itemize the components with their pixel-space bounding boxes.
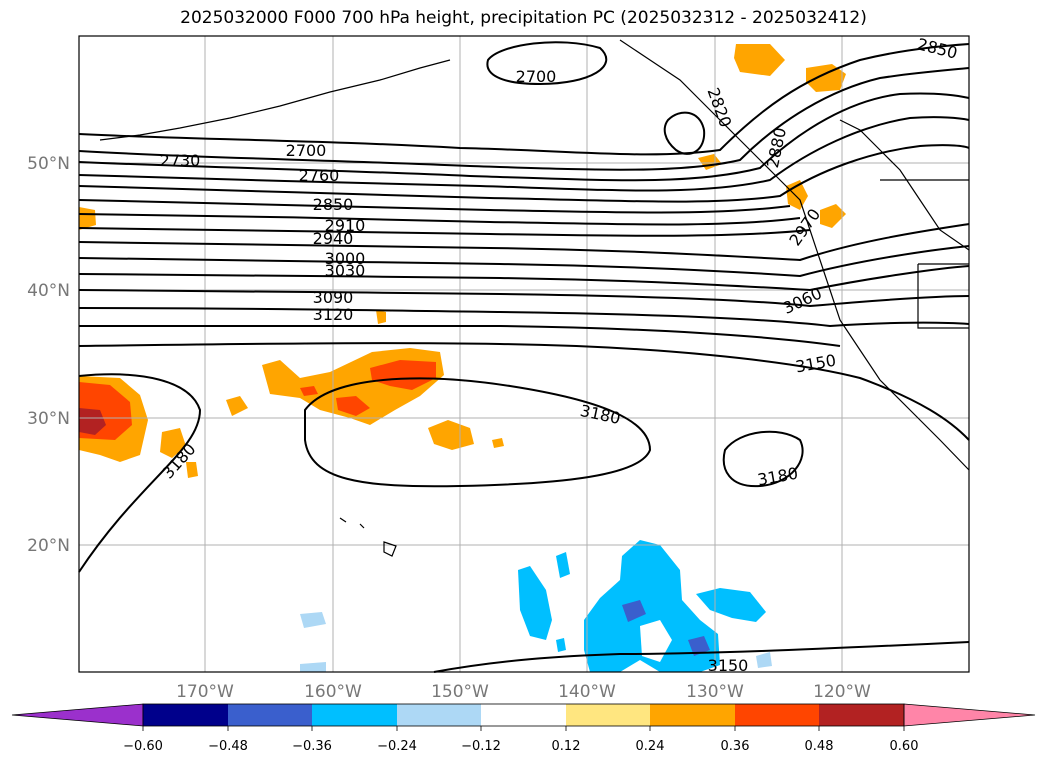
colorbar-tick-label: −0.60 [123,739,163,754]
contour-label: 2760 [299,166,340,185]
lon-label: 150°W [431,682,489,702]
colorbar-tick-label: 0.12 [552,739,581,754]
lat-label: 30°N [27,409,70,429]
colorbar-bin [397,704,481,726]
contour-label: 3150 [708,656,749,675]
colorbar-tick-label: −0.48 [208,739,248,754]
lat-label: 50°N [27,154,70,174]
contour-label: 2850 [313,195,354,214]
colorbar-bin [481,704,566,726]
colorbar-bin [819,704,904,726]
lat-labels: 50°N 40°N 30°N 20°N [27,154,70,556]
precip-shading [79,44,846,478]
colorbar-bin [143,704,228,726]
colorbar-extend-high [903,703,1036,727]
coastlines [99,39,970,557]
colorbar-tick-label: −0.24 [377,739,417,754]
contour-label: 3090 [313,288,354,307]
colorbar-tick-label: 0.60 [890,739,919,754]
lon-label: 130°W [686,682,744,702]
lon-label: 120°W [813,682,871,702]
lon-label: 160°W [304,682,362,702]
colorbar-tick-label: 0.48 [805,739,834,754]
lat-label: 20°N [27,536,70,556]
colorbar-tick-label: 0.36 [721,739,750,754]
contour-label: 2910 [325,216,366,235]
colorbar-bin [566,704,650,726]
contour-label: 3000 [325,249,366,268]
graticule [79,36,969,672]
colorbar-bin [735,704,819,726]
map-title: 2025032000 F000 700 hPa height, precipit… [180,8,867,28]
colorbar-tick-label: 0.24 [636,739,665,754]
lon-label: 140°W [558,682,616,702]
colorbar-tick-label: −0.12 [461,739,501,754]
plot-frame [78,35,970,673]
contour-label: 2700 [286,141,327,160]
colorbar-extend-low [11,703,144,727]
colorbar-bin [312,704,397,726]
height-contours [78,41,970,673]
contour-label: 2940 [313,229,354,248]
contour-label: 2730 [160,151,201,170]
colorbar-bin [650,704,735,726]
colorbar-tick-label: −0.36 [292,739,332,754]
contour-label: 2700 [516,67,557,86]
contour-label: 3030 [325,261,366,280]
colorbar: −0.60 −0.48 −0.36 −0.24 −0.12 0.12 0.24 … [11,703,1036,754]
lon-label: 170°W [176,682,234,702]
lon-labels: 170°W 160°W 150°W 140°W 130°W 120°W [176,682,871,702]
colorbar-bin [228,704,312,726]
plot-area [79,36,969,672]
contour-label: 3120 [313,305,354,324]
lat-label: 40°N [27,281,70,301]
precip-negative-shading [300,540,772,672]
